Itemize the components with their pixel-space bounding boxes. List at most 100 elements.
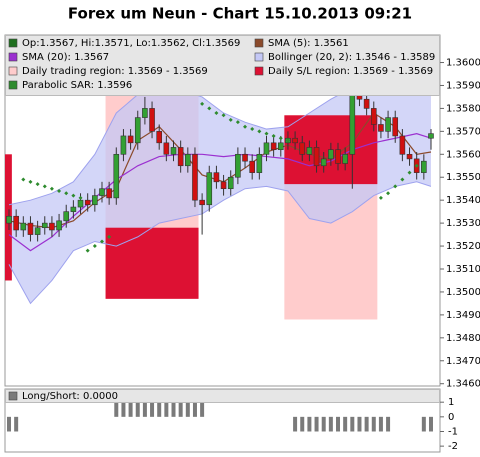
bar [357,416,362,432]
y-tick-label: -2 [448,441,458,452]
bar [386,416,391,432]
bar [378,416,383,432]
y-tick-label: 1.3540 [446,195,480,206]
legend-label: Daily S/L region: 1.3569 - 1.3569 [268,66,433,77]
sar-dot [57,189,62,193]
sar-dot [407,170,412,175]
bar [421,416,426,432]
sar-dot [78,195,83,200]
candle-body [127,135,134,144]
candle-body [6,215,12,224]
candle-body [99,188,105,196]
candle-body [170,147,177,155]
candle-body [277,142,284,151]
candle-body [235,153,241,178]
legend-swatch [254,38,264,48]
candle-body [363,98,370,109]
region [105,227,199,299]
sar-dot [386,191,391,196]
y-tick-label: 1 [448,397,454,408]
candle-body [192,153,198,201]
main-plot [5,65,434,320]
bar [350,416,355,432]
candle-body [270,142,277,151]
y-tick-label: 0 [448,412,454,423]
legend-box [5,35,440,96]
candle-body [263,142,270,155]
sar-dot [49,186,54,191]
sar-dot [278,136,283,141]
candle-body [185,153,191,167]
legend-swatch [8,52,18,62]
sar-dot [257,129,262,134]
candle-body [92,195,98,206]
candle-body [106,188,112,199]
bar [7,416,12,432]
sar-dot [42,184,47,189]
bar [171,402,176,417]
legend-label: Daily trading region: 1.3569 - 1.3569 [22,66,208,77]
chart-title: Forex um Neun - Chart 15.10.2013 09:21 [68,5,412,23]
sar-dot [107,234,112,239]
y-tick-label: 1.3580 [446,103,480,114]
candle-body [342,153,348,164]
candle-body [77,199,84,208]
candle-body [120,135,127,155]
bar [307,416,312,432]
sar-dot [64,191,69,196]
candle-body [220,181,227,190]
y-tick-label: 1.3480 [446,333,480,344]
candle-body [27,222,34,235]
y-tick-label: 1.3590 [446,80,480,91]
candle-body [320,158,327,167]
sar-dot [400,177,405,182]
candle-body [177,147,184,167]
y-tick-label: 1.3600 [446,58,480,69]
sar-dot [21,177,26,182]
bar [300,416,305,432]
lower-axis: 1 0 -1 -2 Long/Short: 0.0000 [5,389,458,452]
sar-dot [378,195,383,200]
bar [185,402,190,417]
sar-dot [271,133,276,138]
bar [293,416,298,432]
bar [343,416,348,432]
legend-label: Op:1.3567, Hi:1.3571, Lo:1.3562, Cl:1.35… [22,38,240,49]
y-tick-label: 1.3470 [446,356,480,367]
bar [314,416,319,432]
legend-swatch [8,66,18,76]
candle-body [242,153,248,162]
bar [428,416,433,432]
sar-dot [228,117,233,122]
candle-body [56,220,62,231]
candle-body [13,215,19,231]
bar [150,402,155,417]
bar [336,416,341,432]
sar-dot [235,120,240,125]
sar-dot [414,163,419,168]
candle-body [256,153,263,173]
sar-dot [35,182,40,187]
bar [178,402,183,417]
candle-body [370,108,377,125]
sar-dot [92,244,97,249]
candle-body [249,160,255,173]
bar [128,402,133,417]
candle-body [406,153,413,160]
legend-label: Long/Short: 0.0000 [22,391,118,402]
y-tick-label: 1.3570 [446,126,480,137]
candle-body [142,108,148,118]
candle-body [378,124,384,132]
candle-body [213,172,220,183]
legend-box [5,389,440,403]
sar-dot [250,127,255,132]
bar [114,402,119,417]
y-tick-label: 1.3510 [446,264,480,275]
legend-swatch [8,391,18,401]
sar-dot [85,248,90,253]
candle-body [113,153,120,199]
candle-body [49,222,55,231]
y-tick-label: -1 [448,426,458,437]
candle-body [41,222,48,229]
bar [321,416,326,432]
